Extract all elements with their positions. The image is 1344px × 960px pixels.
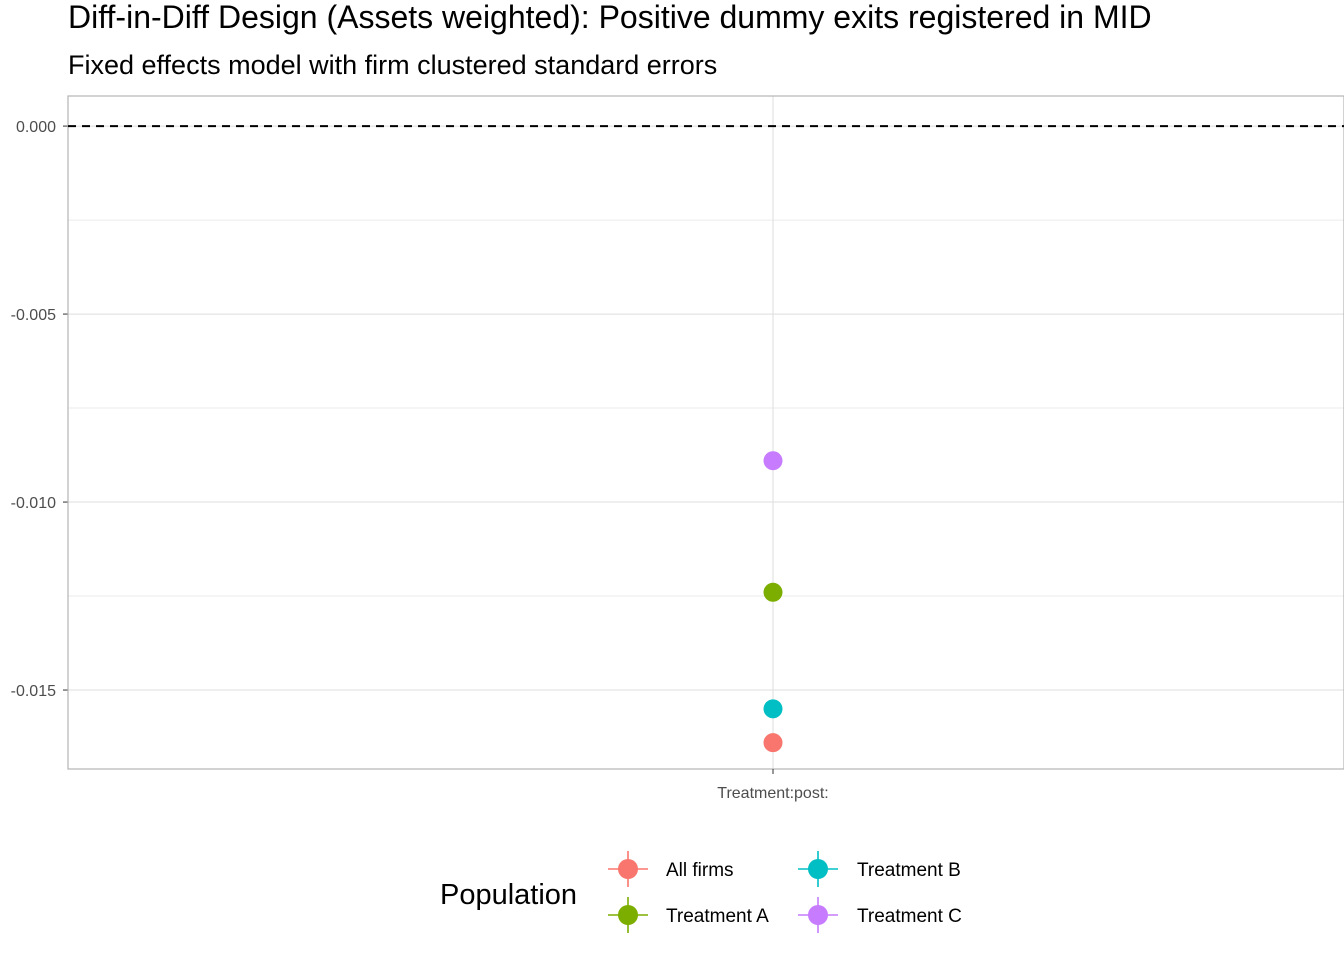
data-point-treatment-a (763, 582, 783, 602)
legend-item-treatment-c: Treatment C (798, 897, 962, 933)
legend: Population All firms Treatment A Treatment… (440, 851, 962, 933)
y-tick-label: -0.010 (11, 495, 56, 512)
legend-key-point (808, 905, 828, 925)
legend-label: Treatment B (857, 860, 961, 881)
chart-subtitle: Fixed effects model with firm clustered … (68, 50, 717, 80)
legend-key-point (618, 859, 638, 879)
legend-title: Population (440, 879, 577, 911)
legend-key-point (618, 905, 638, 925)
plot-area: 0.000 -0.005 -0.010 -0.015 Treatment:post: (11, 95, 1344, 802)
y-tick-label: -0.015 (11, 683, 56, 700)
data-point-treatment-b (763, 699, 783, 719)
legend-label: Treatment C (857, 906, 962, 927)
chart-title: Diff-in-Diff Design (Assets weighted): P… (68, 0, 1152, 35)
data-point-all-firms (763, 733, 783, 753)
x-tick-label: Treatment:post: (717, 785, 828, 802)
legend-label: All firms (666, 860, 734, 881)
legend-item-all-firms: All firms (608, 851, 734, 887)
legend-key-point (808, 859, 828, 879)
legend-item-treatment-b: Treatment B (798, 851, 961, 887)
legend-label: Treatment A (666, 906, 769, 927)
panel-border (67, 95, 1344, 770)
data-point-treatment-c (763, 451, 783, 471)
legend-item-treatment-a: Treatment A (608, 897, 769, 933)
y-tick-label: 0.000 (16, 119, 56, 136)
y-tick-label: -0.005 (11, 307, 56, 324)
